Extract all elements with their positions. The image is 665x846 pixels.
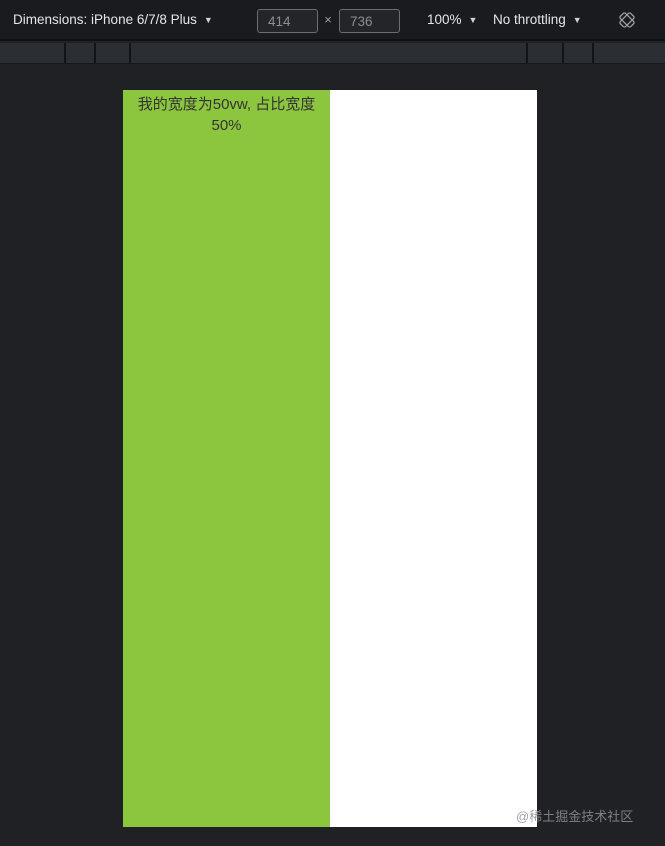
throttling-value: No throttling: [493, 12, 566, 27]
device-viewport: 我的宽度为50vw, 占比宽度 50%: [123, 90, 537, 827]
rotate-device-button[interactable]: [612, 0, 642, 39]
ruler-tick: [129, 43, 131, 63]
throttling-select[interactable]: No throttling ▼: [493, 0, 582, 39]
ruler-tick: [592, 43, 594, 63]
green-block: 我的宽度为50vw, 占比宽度 50%: [123, 90, 330, 827]
zoom-value: 100%: [427, 12, 462, 27]
dimensions-separator: ×: [324, 12, 332, 27]
zoom-select[interactable]: 100% ▼: [427, 0, 477, 39]
ruler-strip: [0, 43, 665, 64]
ruler-tick: [526, 43, 528, 63]
chevron-down-icon: ▼: [203, 15, 213, 25]
green-block-text-line1: 我的宽度为50vw, 占比宽度: [137, 96, 316, 113]
device-select[interactable]: Dimensions: iPhone 6/7/8 Plus ▼: [13, 0, 213, 39]
ruler-tick: [94, 43, 96, 63]
device-name: iPhone 6/7/8 Plus: [91, 12, 197, 27]
ruler-tick: [562, 43, 564, 63]
dimensions-label: Dimensions: iPhone 6/7/8 Plus: [13, 12, 197, 27]
green-block-text-line2: 50%: [211, 117, 242, 134]
rotate-device-icon: [616, 9, 638, 31]
device-toolbar: Dimensions: iPhone 6/7/8 Plus ▼ × 100% ▼…: [0, 0, 665, 41]
ruler-tick: [64, 43, 66, 63]
viewport-width-input[interactable]: [257, 9, 318, 33]
chevron-down-icon: ▼: [572, 15, 582, 25]
chevron-down-icon: ▼: [468, 15, 478, 25]
viewport-height-input[interactable]: [339, 9, 400, 33]
watermark: @稀土掘金技术社区: [516, 809, 634, 824]
